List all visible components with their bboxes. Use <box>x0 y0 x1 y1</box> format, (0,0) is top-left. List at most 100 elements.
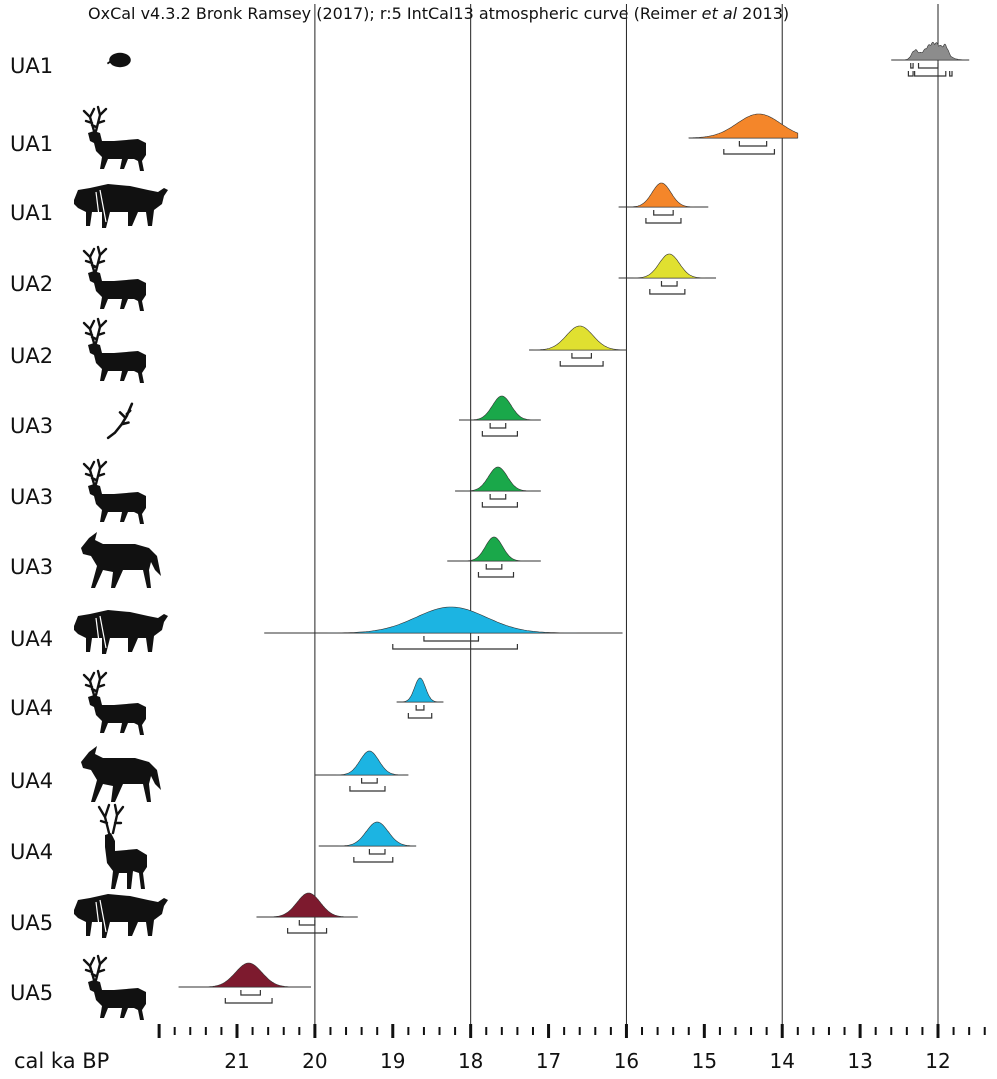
chart-title: OxCal v4.3.2 Bronk Ramsey (2017); r:5 In… <box>88 4 789 23</box>
row-label: UA1 <box>10 201 53 225</box>
range-68-bracket <box>738 141 768 147</box>
bison-icon <box>73 893 169 939</box>
reindeer-icon <box>82 317 148 385</box>
x-tick-label: 19 <box>380 1049 405 1073</box>
row-label: UA3 <box>10 414 53 438</box>
range-95-bracket <box>349 786 386 792</box>
x-tick-label: 16 <box>614 1049 639 1073</box>
range-68-bracket <box>489 423 507 429</box>
range-68-bracket <box>910 63 914 69</box>
distribution-row <box>264 606 623 650</box>
chart-title-italic: et al <box>702 4 738 23</box>
distribution-row <box>618 182 709 224</box>
probability-curve <box>178 962 311 988</box>
distribution-row <box>529 325 627 367</box>
range-95-bracket <box>649 289 686 295</box>
range-95-bracket <box>287 928 328 934</box>
antler-icon <box>106 402 134 440</box>
range-95-bracket <box>481 502 518 508</box>
row-label: UA2 <box>10 272 53 296</box>
svg-text:OxCal v4.3.2 Bronk Ramsey (201: OxCal v4.3.2 Bronk Ramsey (2017); r:5 In… <box>88 4 789 23</box>
distribution-row <box>618 253 717 295</box>
range-68-bracket <box>653 210 674 216</box>
x-tick-label: 21 <box>224 1049 249 1073</box>
probability-curve <box>891 41 970 61</box>
range-95-bracket <box>481 431 518 437</box>
reindeer-icon <box>82 954 148 1022</box>
probability-curve <box>396 677 444 703</box>
row-label: UA1 <box>10 132 53 156</box>
x-tick-label: 18 <box>458 1049 483 1073</box>
range-68-bracket <box>415 705 425 711</box>
x-tick-label: 15 <box>692 1049 717 1073</box>
x-axis: 21 20 19 18 17 16 15 14 13 12 cal ka BP <box>14 1024 986 1073</box>
distribution-row <box>688 113 799 155</box>
distribution-row <box>178 962 311 1004</box>
chart-title-main: OxCal v4.3.2 Bronk Ramsey (2017); r:5 In… <box>88 4 697 23</box>
horse-icon <box>81 746 161 802</box>
x-tick-label: 17 <box>536 1049 561 1073</box>
row-label: UA5 <box>10 981 53 1005</box>
x-tick-label: 14 <box>769 1049 794 1073</box>
row-label: UA4 <box>10 769 53 793</box>
probability-curve <box>529 325 627 351</box>
distribution-row <box>256 892 358 934</box>
row-label: UA3 <box>10 555 53 579</box>
row-label: UA4 <box>10 696 53 720</box>
range-95-bracket <box>407 713 433 719</box>
range-95-bracket <box>477 572 515 578</box>
distribution-row <box>891 41 970 77</box>
reindeer-icon <box>82 245 148 313</box>
vertical-grid-lines <box>314 4 939 1031</box>
distribution-row <box>318 821 417 863</box>
row-label: UA3 <box>10 485 53 509</box>
range-68-bracket <box>368 849 386 855</box>
probability-curve <box>688 113 799 139</box>
hedgehog-icon <box>106 51 132 69</box>
range-95-bracket <box>559 361 604 367</box>
range-68-bracket <box>917 63 939 69</box>
probability-curve <box>618 253 716 279</box>
probability-curve <box>256 892 358 918</box>
range-68-bracket <box>660 281 678 287</box>
reindeer-icon <box>82 458 148 526</box>
range-68-bracket <box>485 564 503 570</box>
range-95-bracket <box>914 71 947 77</box>
range-68-bracket <box>361 778 378 784</box>
range-95-bracket <box>353 857 394 863</box>
probability-curve <box>318 821 417 847</box>
range-68-bracket <box>240 990 261 996</box>
range-95-bracket <box>645 218 682 224</box>
range-68-bracket <box>571 353 592 359</box>
probability-curve <box>455 466 541 492</box>
chart-title-end: 2013) <box>742 4 789 23</box>
range-95-bracket <box>392 644 518 650</box>
x-tick-label: 20 <box>302 1049 327 1073</box>
distribution-row <box>314 750 409 792</box>
horse-icon <box>81 532 161 588</box>
bison-icon <box>73 183 169 229</box>
reindeer-icon <box>82 669 148 737</box>
row-label: UA1 <box>10 54 53 78</box>
distribution-row <box>447 536 541 578</box>
probability-curve <box>314 750 409 776</box>
animal-icons <box>73 51 169 1022</box>
row-label: UA5 <box>10 911 53 935</box>
reindeer-icon <box>82 105 148 173</box>
probability-curve <box>618 182 709 208</box>
distribution-row <box>396 677 444 719</box>
probability-distributions <box>178 41 970 1004</box>
range-95-bracket <box>224 998 273 1004</box>
row-labels: UA1 UA1 UA1 UA2 UA2 UA3 UA3 UA3 UA4 UA4 UA4 UA4 UA5 U… <box>10 54 53 1005</box>
row-label: UA4 <box>10 840 53 864</box>
red-deer-icon <box>97 803 149 891</box>
probability-curve <box>447 536 541 562</box>
probability-curve <box>264 606 623 634</box>
row-label: UA4 <box>10 627 53 651</box>
x-tick-label: 12 <box>925 1049 950 1073</box>
x-axis-label: cal ka BP <box>14 1049 109 1073</box>
range-95-bracket <box>949 71 953 77</box>
row-label: UA2 <box>10 344 53 368</box>
range-95-bracket <box>907 71 914 77</box>
